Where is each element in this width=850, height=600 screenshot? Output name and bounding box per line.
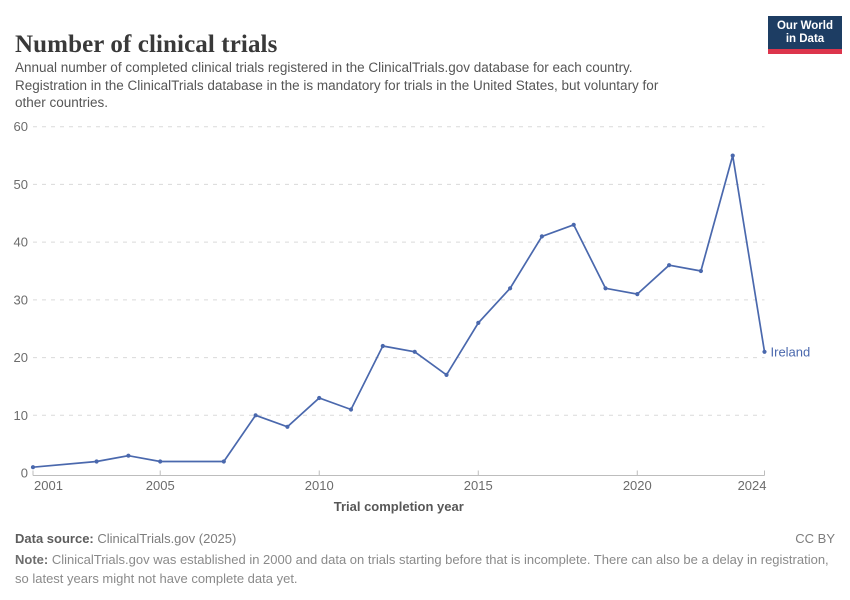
data-point-2009[interactable] (285, 424, 290, 429)
data-point-2021[interactable] (667, 263, 672, 268)
x-tick-label-2015: 2015 (464, 478, 493, 493)
chart-subtitle: Annual number of completed clinical tria… (15, 59, 765, 112)
data-point-2011[interactable] (348, 407, 354, 412)
trend-line-ireland[interactable] (32, 155, 766, 469)
y-tick-label-30: 30 (14, 292, 28, 307)
y-tick-label-0: 0 (21, 466, 28, 481)
chart-note: Note: ClinicalTrials.gov was established… (15, 551, 830, 588)
y-tick-label-20: 20 (14, 350, 28, 365)
data-point-2008[interactable] (253, 413, 258, 418)
series-label-ireland[interactable]: Ireland (771, 344, 811, 359)
x-axis-title: Trial completion year (334, 499, 464, 514)
y-tick-label-60: 60 (14, 119, 28, 134)
data-point-2003[interactable] (94, 459, 99, 464)
owid-logo-line1: Our World (776, 20, 833, 32)
note-text-1: ClinicalTrials.gov was established in 20… (51, 552, 829, 567)
y-tick-label-10: 10 (14, 408, 28, 423)
note-label: Note: (15, 552, 49, 567)
y-tick-label-50: 50 (14, 177, 28, 192)
data-point-2019[interactable] (603, 286, 608, 291)
data-point-2005[interactable] (158, 459, 163, 464)
data-point-2015[interactable] (476, 320, 481, 325)
x-tick-label-2010: 2010 (305, 478, 334, 493)
note-line-1: Note: ClinicalTrials.gov was established… (15, 551, 830, 570)
y-tick-label-40: 40 (14, 235, 28, 250)
subtitle-line-3: other countries. (15, 95, 109, 110)
x-tick-label-2005: 2005 (146, 478, 175, 493)
data-point-2012[interactable] (380, 343, 385, 349)
note-text-2: so latest years might not have complete … (15, 570, 298, 586)
data-point-2001[interactable] (30, 465, 36, 470)
subtitle-line-1: Annual number of completed clinical tria… (15, 60, 633, 75)
data-source-label: Data source: (15, 531, 94, 546)
license-badge[interactable]: CC BY (795, 531, 835, 546)
subtitle-line-2: Registration in the ClinicalTrials datab… (15, 77, 659, 93)
data-point-2014[interactable] (444, 372, 449, 377)
owid-logo-line2: in Data (785, 33, 825, 45)
data-point-2016[interactable] (508, 286, 513, 291)
data-point-2018[interactable] (571, 222, 576, 227)
owid-logo[interactable]: Our World in Data (768, 16, 842, 54)
page-title: Number of clinical trials (15, 30, 278, 58)
data-point-2007[interactable] (221, 459, 226, 464)
x-tick-label-2001: 2001 (34, 478, 63, 493)
data-point-2010[interactable] (317, 395, 322, 401)
owid-logo-box: Our World in Data (768, 16, 842, 49)
x-tick-label-2024: 2024 (738, 478, 767, 493)
owid-logo-accent-bar (768, 49, 842, 54)
data-point-2004[interactable] (126, 453, 131, 458)
data-source-value[interactable]: ClinicalTrials.gov (2025) (97, 531, 237, 546)
data-point-2023[interactable] (730, 153, 735, 158)
data-point-2020[interactable] (635, 292, 640, 297)
data-point-2017[interactable] (539, 234, 545, 239)
line-chart[interactable]: 0 10 20 30 40 50 60 2001 2005 2010 2015 2020 2024 Tri… (0, 0, 850, 520)
data-source-line: Data source: ClinicalTrials.gov (2025) (15, 531, 236, 546)
data-point-2022[interactable] (698, 268, 704, 274)
data-point-2013[interactable] (412, 349, 417, 354)
data-point-2024[interactable] (762, 349, 767, 354)
x-tick-label-2020: 2020 (623, 478, 652, 493)
